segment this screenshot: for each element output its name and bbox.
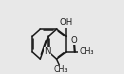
Text: CH₃: CH₃ — [54, 65, 68, 74]
Text: CH₃: CH₃ — [80, 47, 94, 56]
Text: O: O — [70, 36, 77, 45]
Text: N: N — [44, 47, 51, 56]
Text: O: O — [78, 48, 85, 56]
Text: OH: OH — [60, 18, 73, 27]
